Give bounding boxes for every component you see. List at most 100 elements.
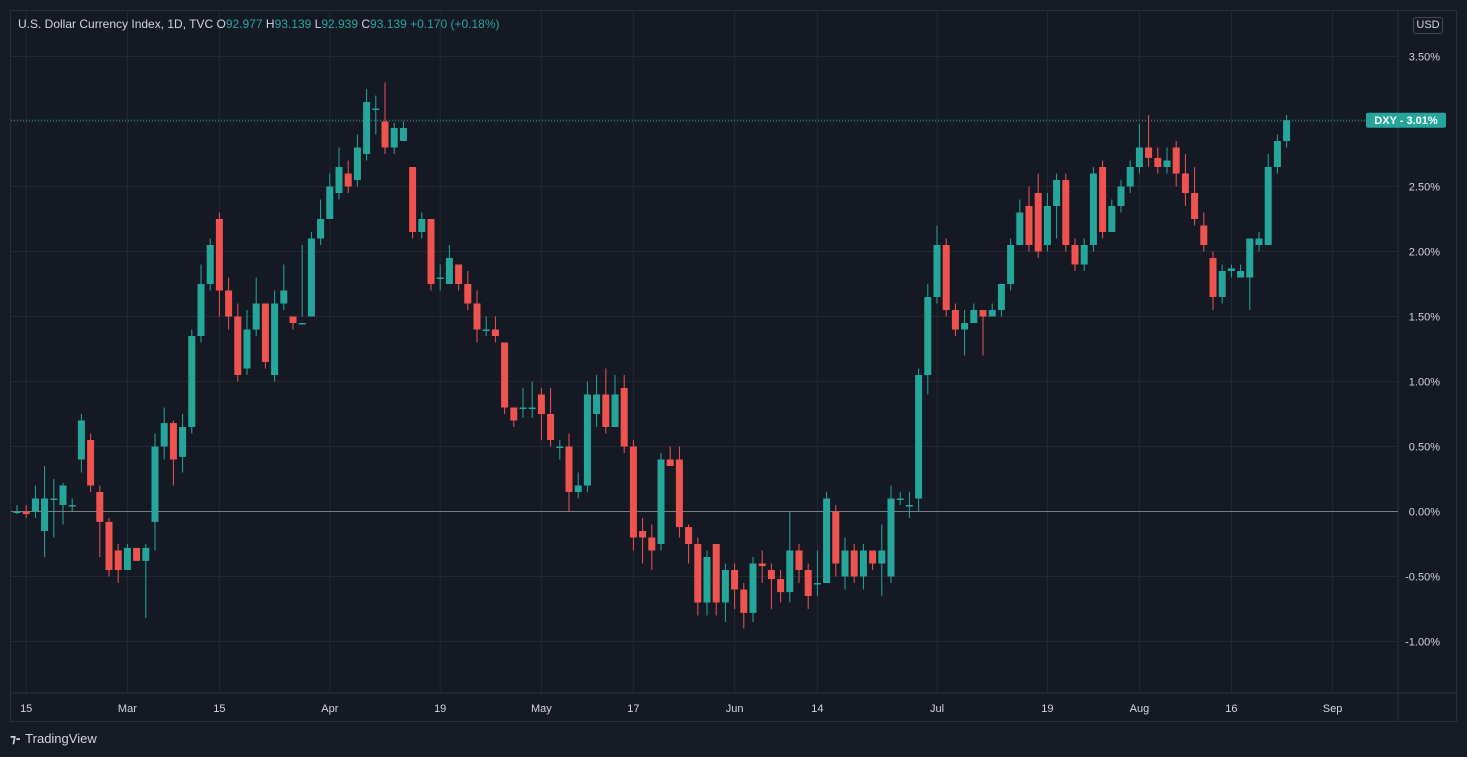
tradingview-brand: TradingView <box>25 731 97 746</box>
chart-panel[interactable] <box>10 10 1457 722</box>
candle-body <box>188 336 196 427</box>
candle-body <box>464 284 472 304</box>
x-tick-label: Jun <box>726 703 744 715</box>
x-tick-label: 15 <box>20 703 32 715</box>
candle-body <box>307 238 315 317</box>
candle-body <box>1108 206 1116 232</box>
candle-body <box>1172 147 1180 174</box>
candle-body <box>1099 167 1107 232</box>
candle-body <box>611 394 619 427</box>
candle-body <box>427 219 435 284</box>
x-tick-label: Apr <box>321 703 338 715</box>
candle-body <box>841 550 849 577</box>
candle-body <box>1246 238 1254 278</box>
y-tick-label: 3.50% <box>1409 52 1440 64</box>
candle-body <box>574 485 582 492</box>
candle-body <box>979 310 987 317</box>
candle-body <box>491 329 499 336</box>
candle-body <box>997 284 1005 310</box>
candle-body <box>151 446 159 522</box>
x-tick-label: 19 <box>1041 703 1053 715</box>
candle-body <box>850 550 858 577</box>
tradingview-logo[interactable]: ⁊⁃ TradingView <box>10 731 97 746</box>
candle-body <box>804 570 812 596</box>
candle-body <box>1043 206 1051 245</box>
candle-body <box>1200 225 1208 245</box>
candle-body <box>252 303 260 330</box>
candle-body <box>1154 157 1162 167</box>
candle-body <box>473 303 481 330</box>
candle-body <box>786 550 794 593</box>
legend-low-label: L <box>314 17 322 31</box>
candle-body <box>289 316 297 323</box>
candle-body <box>31 498 39 512</box>
candle-body <box>160 423 168 447</box>
candle-body <box>988 310 996 317</box>
x-tick-label: May <box>531 703 552 715</box>
candlestick-chart[interactable]: 3.50%3.00%2.50%2.00%1.50%1.00%0.50%0.00%… <box>0 0 1467 722</box>
y-tick-label: 2.00% <box>1409 247 1440 259</box>
candle-body <box>1135 147 1143 167</box>
candle-body <box>1117 186 1125 206</box>
candle-body <box>96 492 104 522</box>
candle-body <box>1283 120 1291 141</box>
candle-body <box>694 544 702 603</box>
price-tag-label: DXY - 3.01% <box>1374 115 1438 127</box>
y-tick-label: 1.00% <box>1409 377 1440 389</box>
candle-body <box>501 342 509 408</box>
candle-body <box>813 583 821 585</box>
candle-body <box>1191 193 1199 219</box>
x-tick-label: 16 <box>1225 703 1237 715</box>
price-tag-bg <box>1366 112 1446 128</box>
candle-body <box>1227 268 1235 271</box>
candle-body <box>399 128 407 141</box>
x-tick-label: 15 <box>213 703 225 715</box>
candle-body <box>593 394 601 414</box>
legend-low-value: 92.939 <box>321 17 359 31</box>
candle-body <box>1016 212 1024 245</box>
candle-body <box>105 521 113 570</box>
candle-body <box>436 277 444 279</box>
candle-body <box>418 219 426 232</box>
candle-body <box>556 446 564 448</box>
candle-body <box>1071 245 1079 265</box>
candle-body <box>703 557 711 603</box>
candle-body <box>712 544 720 603</box>
candle-body <box>1273 141 1281 167</box>
candle-body <box>519 407 527 409</box>
x-tick-label: 14 <box>811 703 823 715</box>
candle-body <box>243 329 251 369</box>
candle-body <box>685 527 693 544</box>
candle-body <box>565 446 573 492</box>
symbol-legend: U.S. Dollar Currency Index, 1D, TVC O92.… <box>18 17 500 31</box>
legend-close-value: 93.139 <box>370 17 407 31</box>
candle-body <box>1080 245 1088 265</box>
candle-body <box>22 511 30 515</box>
candle-body <box>961 323 969 330</box>
candle-body <box>970 310 978 323</box>
candle-body <box>1181 173 1189 193</box>
candle-body <box>13 511 21 513</box>
candle-body <box>1163 160 1171 167</box>
candle-body <box>767 570 775 580</box>
legend-title: U.S. Dollar Currency Index, 1D, TVC <box>18 17 214 31</box>
candle-body <box>657 459 665 544</box>
candle-body <box>537 394 545 414</box>
candle-body <box>896 498 904 500</box>
candle-body <box>942 245 950 310</box>
candle-body <box>298 323 306 325</box>
candle-body <box>1007 245 1015 284</box>
candle-body <box>59 485 67 505</box>
candle-body <box>675 459 683 528</box>
candle-body <box>583 394 591 486</box>
candle-body <box>648 537 656 551</box>
candle-body <box>409 167 417 232</box>
candle-body <box>777 579 785 593</box>
currency-button[interactable]: USD <box>1413 17 1443 34</box>
candle-body <box>169 423 177 460</box>
candle-body <box>528 407 536 409</box>
candle-body <box>372 108 380 110</box>
candle-body <box>740 589 748 613</box>
candle-body <box>1209 258 1217 297</box>
